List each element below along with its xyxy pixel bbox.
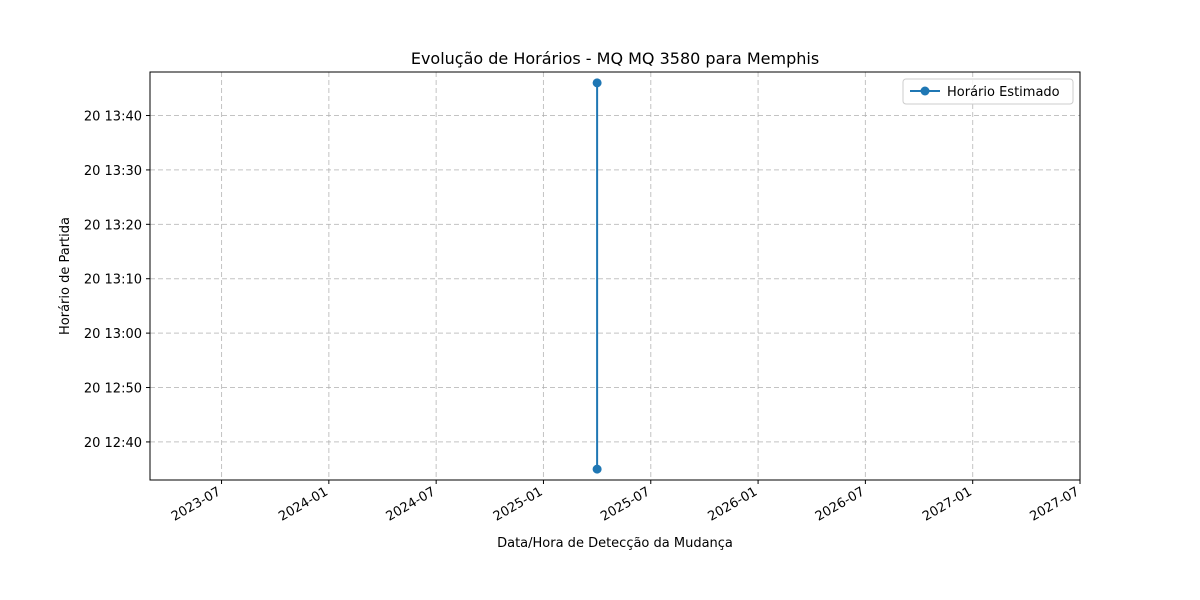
- legend-label: Horário Estimado: [947, 85, 1060, 100]
- legend-marker: [920, 86, 930, 96]
- data-point: [592, 78, 602, 88]
- y-tick-label: 20 13:20: [84, 218, 142, 233]
- plot-frame: [149, 71, 1081, 481]
- y-tick-label: 20 12:40: [84, 436, 142, 451]
- y-axis-ticks: 20 12:40 20 12:50 20 13:00 20 13:10 20 13:20…: [84, 110, 150, 451]
- y-tick-label: 20 13:00: [84, 327, 142, 342]
- y-tick-label: 20 12:50: [84, 382, 142, 397]
- legend-box: [902, 78, 1074, 105]
- y-tick-label: 20 13:30: [84, 164, 142, 179]
- legend: Horário Estimado: [902, 78, 1074, 105]
- chart-title: Evolução de Horários - MQ MQ 3580 para M…: [411, 49, 819, 68]
- data-point: [592, 464, 602, 474]
- series-layer: [592, 78, 602, 474]
- y-axis-label: Horário de Partida: [58, 217, 73, 335]
- y-tick-label: 20 13:40: [84, 110, 142, 125]
- y-tick-label: 20 13:10: [84, 273, 142, 288]
- x-axis-label: Data/Hora de Detecção da Mudança: [497, 536, 733, 551]
